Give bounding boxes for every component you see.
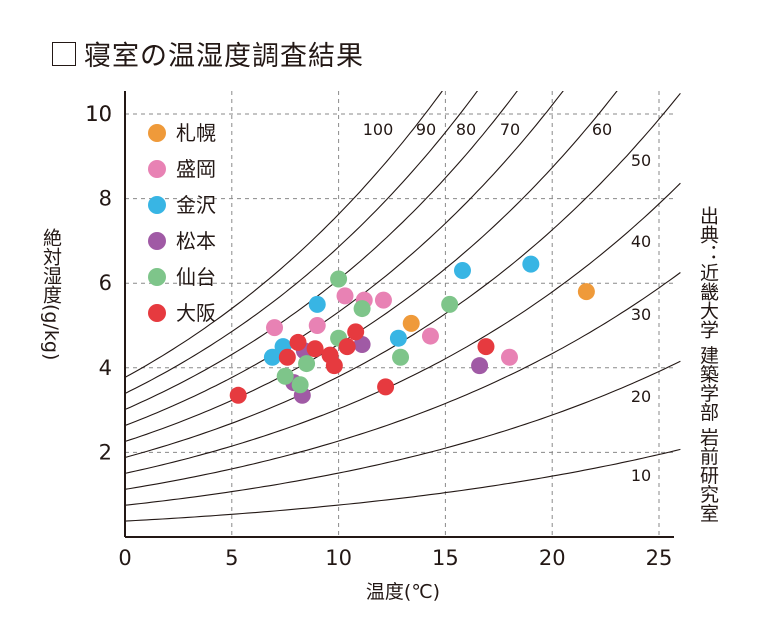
x-axis-label: 温度(℃) bbox=[365, 581, 441, 603]
data-point bbox=[353, 300, 371, 318]
data-point bbox=[330, 270, 348, 288]
rh-label: 10 bbox=[631, 466, 651, 485]
legend-marker bbox=[148, 232, 166, 250]
data-point bbox=[289, 333, 307, 351]
legend-label: 金沢 bbox=[176, 193, 216, 217]
data-point bbox=[336, 287, 354, 305]
legend-marker bbox=[148, 268, 166, 286]
rh-label: 80 bbox=[456, 120, 476, 139]
data-point bbox=[325, 357, 343, 375]
rh-curve-10 bbox=[125, 448, 681, 522]
data-point bbox=[522, 255, 540, 273]
rh-curve-100 bbox=[125, 91, 443, 378]
legend-label: 札幌 bbox=[176, 121, 216, 145]
x-tick-label: 10 bbox=[325, 546, 352, 570]
data-point bbox=[308, 295, 326, 313]
rh-label: 90 bbox=[416, 120, 436, 139]
title-box-icon bbox=[52, 41, 76, 66]
rh-curve-40 bbox=[125, 182, 681, 474]
data-point bbox=[577, 283, 595, 301]
legend-label: 松本 bbox=[176, 229, 216, 253]
legend-marker bbox=[148, 160, 166, 178]
rh-curve-90 bbox=[125, 91, 479, 394]
x-tick-label: 25 bbox=[646, 546, 673, 570]
rh-label: 30 bbox=[631, 305, 651, 324]
data-point bbox=[266, 319, 284, 337]
x-tick-label: 0 bbox=[118, 546, 131, 570]
legend-marker bbox=[148, 196, 166, 214]
legend-label: 大阪 bbox=[176, 301, 216, 325]
y-tick-label: 2 bbox=[99, 440, 112, 464]
y-axis-label: 絶対湿度(g/kg) bbox=[40, 228, 62, 361]
data-point bbox=[500, 348, 518, 366]
data-point bbox=[441, 295, 459, 313]
x-tick-label: 5 bbox=[225, 546, 238, 570]
chart-title-text: 寝室の温湿度調査結果 bbox=[84, 41, 364, 72]
data-point bbox=[402, 314, 420, 332]
rh-label: 20 bbox=[631, 387, 651, 406]
y-tick-label: 6 bbox=[99, 271, 112, 295]
x-tick-label: 15 bbox=[432, 546, 459, 570]
data-point bbox=[278, 348, 296, 366]
y-tick-label: 4 bbox=[99, 356, 112, 380]
data-point bbox=[421, 327, 439, 345]
y-tick-label: 10 bbox=[85, 102, 112, 126]
rh-curve-70 bbox=[125, 91, 564, 427]
legend-label: 仙台 bbox=[176, 265, 216, 289]
data-point bbox=[298, 355, 316, 373]
data-point bbox=[229, 386, 247, 404]
legend-marker bbox=[148, 124, 166, 142]
data-point bbox=[338, 338, 356, 356]
rh-label: 100 bbox=[363, 120, 394, 139]
data-point bbox=[276, 367, 294, 385]
data-point bbox=[374, 291, 392, 309]
data-point bbox=[377, 378, 395, 396]
data-point bbox=[263, 348, 281, 366]
rh-label: 40 bbox=[631, 232, 651, 251]
rh-label: 70 bbox=[500, 120, 520, 139]
data-point bbox=[353, 336, 371, 354]
data-point bbox=[392, 348, 410, 366]
rh-curve-30 bbox=[125, 272, 681, 490]
y-tick-label: 10 bbox=[85, 102, 112, 126]
rh-label: 50 bbox=[631, 151, 651, 170]
chart-title: 寝室の温湿度調査結果 bbox=[52, 34, 364, 73]
data-point bbox=[308, 317, 326, 334]
rh-curve-20 bbox=[125, 360, 681, 506]
rh-curve-80 bbox=[125, 91, 518, 411]
x-tick-label: 20 bbox=[539, 546, 566, 570]
rh-label: 60 bbox=[592, 120, 612, 139]
data-point bbox=[347, 323, 365, 341]
rh-curve-60 bbox=[125, 91, 618, 443]
data-point bbox=[453, 262, 471, 280]
source-credit: 出典：近畿大学 建築学部 岩前研究室 bbox=[697, 206, 719, 523]
data-point bbox=[389, 329, 407, 347]
data-point bbox=[291, 376, 309, 394]
legend-marker bbox=[148, 304, 166, 322]
legend-label: 盛岡 bbox=[176, 157, 216, 181]
data-point bbox=[306, 340, 324, 358]
data-point bbox=[477, 338, 495, 356]
y-tick-label: 8 bbox=[99, 187, 112, 211]
data-point bbox=[471, 357, 489, 375]
